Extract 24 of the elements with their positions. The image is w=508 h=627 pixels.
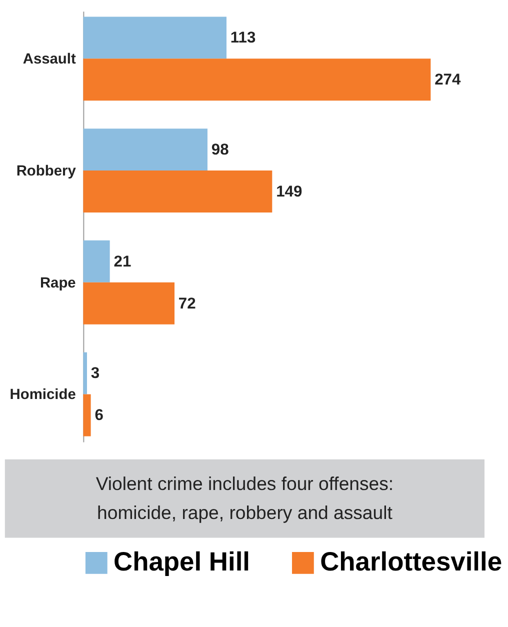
data-label: 149 — [276, 183, 302, 200]
bar — [83, 282, 175, 324]
legend-label: Chapel Hill — [114, 546, 250, 577]
text: homicide, rape, robbery and assault — [97, 502, 394, 524]
data-label: 98 — [211, 141, 230, 158]
data-label: 274 — [434, 72, 462, 89]
text: Violent crime includes four offenses: — [96, 472, 394, 494]
bar — [83, 16, 226, 59]
y-tick-label: Homicide — [10, 387, 76, 404]
bar — [83, 394, 91, 436]
data-label: 72 — [178, 295, 196, 312]
data-label: 6 — [94, 407, 104, 424]
bar — [83, 128, 208, 171]
bar — [83, 170, 272, 212]
bar — [83, 352, 88, 394]
data-label: 113 — [230, 30, 256, 47]
bar — [83, 58, 431, 101]
y-tick-label: Robbery — [16, 163, 77, 180]
y-tick-label: Assault — [22, 52, 76, 68]
data-label: 3 — [90, 365, 100, 382]
y-tick-label: Rape — [40, 275, 76, 292]
data-label: 21 — [114, 253, 132, 270]
legend-label: Charlottesville — [320, 546, 502, 577]
bar — [83, 240, 110, 282]
